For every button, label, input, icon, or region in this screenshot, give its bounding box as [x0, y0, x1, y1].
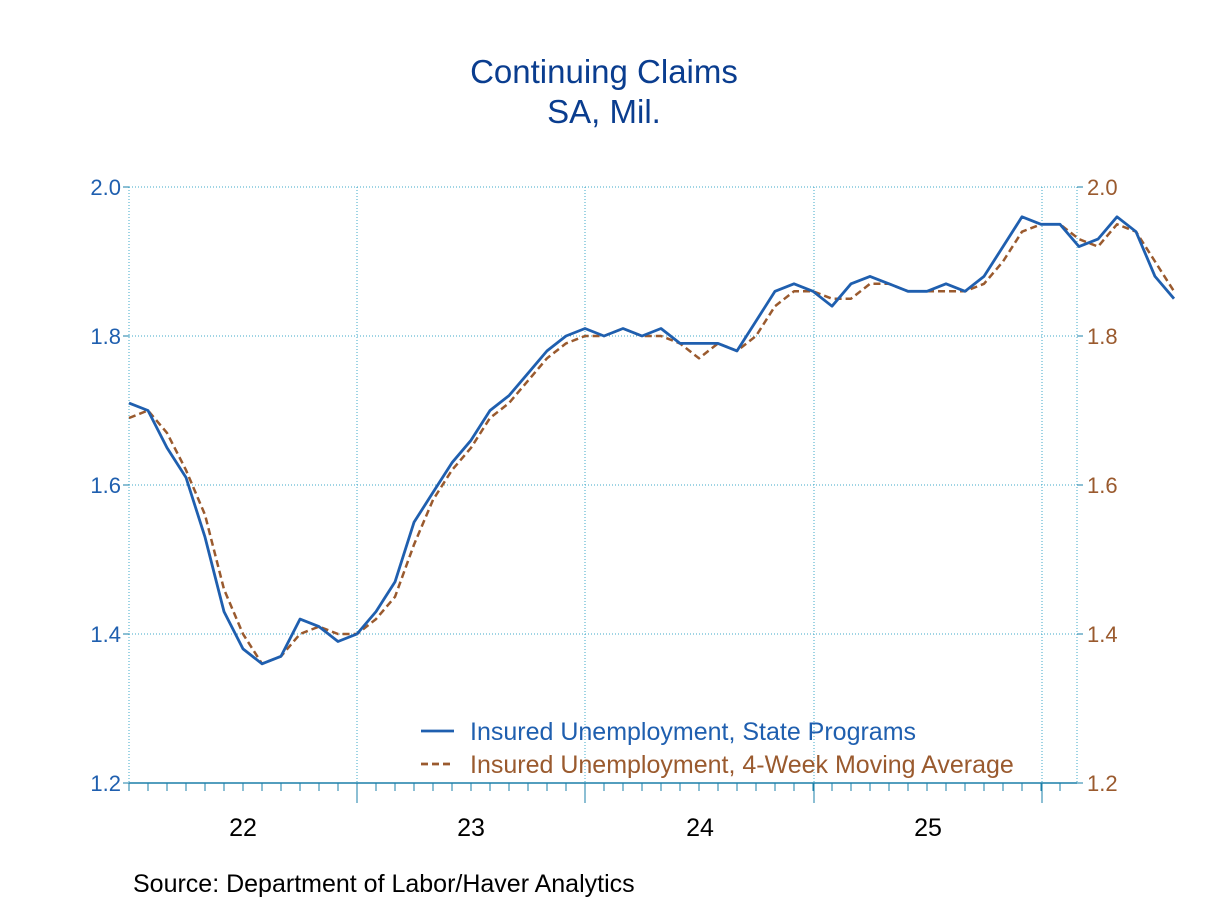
- series-line-state-programs: [128, 215, 1176, 666]
- x-tick-label: 23: [457, 814, 485, 842]
- y-tick-label-right: 1.2: [1087, 771, 1118, 796]
- y-tick-label-right: 1.4: [1087, 622, 1118, 647]
- tick-labels: 2.0 2.0 1.8 1.8 1.6 1.6 1.4 1.4 1.2 1.2 22 23 24 25: [90, 175, 1117, 842]
- y-tick-label-right: 1.8: [1087, 324, 1118, 349]
- y-tick-label-left: 2.0: [90, 175, 121, 200]
- series-line-moving-average: [128, 223, 1176, 666]
- x-tick-label: 24: [686, 814, 714, 842]
- chart-title: Continuing Claims SA, Mil.: [0, 52, 1208, 132]
- y-tick-label-left: 1.8: [90, 324, 121, 349]
- axes: [123, 186, 1083, 803]
- legend-label: Insured Unemployment, State Programs: [470, 718, 916, 746]
- y-tick-label-left: 1.4: [90, 622, 121, 647]
- y-tick-label-right: 1.6: [1087, 473, 1118, 498]
- legend: Insured Unemployment, State Programs Insu…: [421, 718, 1014, 779]
- grid-lines: [128, 186, 1078, 783]
- y-tick-label-left: 1.2: [90, 771, 121, 796]
- source-note: Source: Department of Labor/Haver Analyt…: [133, 870, 635, 898]
- series-lines: [128, 215, 1176, 666]
- legend-label: Insured Unemployment, 4-Week Moving Aver…: [470, 751, 1014, 779]
- y-tick-label-right: 2.0: [1087, 175, 1118, 200]
- subtitle-line: SA, Mil.: [547, 93, 661, 130]
- title-line: Continuing Claims: [470, 53, 738, 90]
- x-tick-label: 22: [229, 814, 257, 842]
- x-tick-label: 25: [914, 814, 942, 842]
- y-tick-label-left: 1.6: [90, 473, 121, 498]
